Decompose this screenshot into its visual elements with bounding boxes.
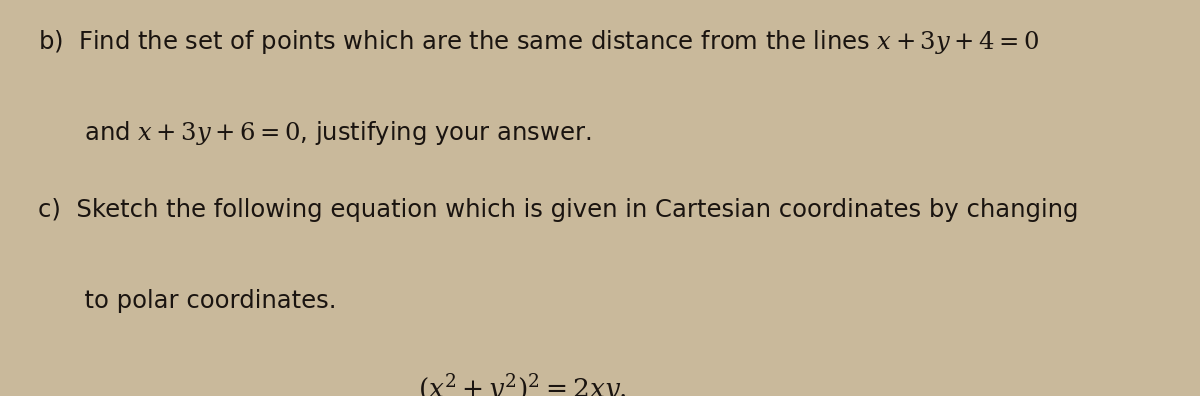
Text: $(x^2 + y^2)^2 = 2xy.$: $(x^2 + y^2)^2 = 2xy.$ xyxy=(418,372,626,396)
Text: to polar coordinates.: to polar coordinates. xyxy=(38,289,337,313)
Text: c)  Sketch the following equation which is given in Cartesian coordinates by cha: c) Sketch the following equation which i… xyxy=(38,198,1079,222)
Text: and $x + 3y + 6 = 0$, justifying your answer.: and $x + 3y + 6 = 0$, justifying your an… xyxy=(38,119,592,147)
Text: b)  Find the set of points which are the same distance from the lines $x + 3y + : b) Find the set of points which are the … xyxy=(38,28,1040,56)
